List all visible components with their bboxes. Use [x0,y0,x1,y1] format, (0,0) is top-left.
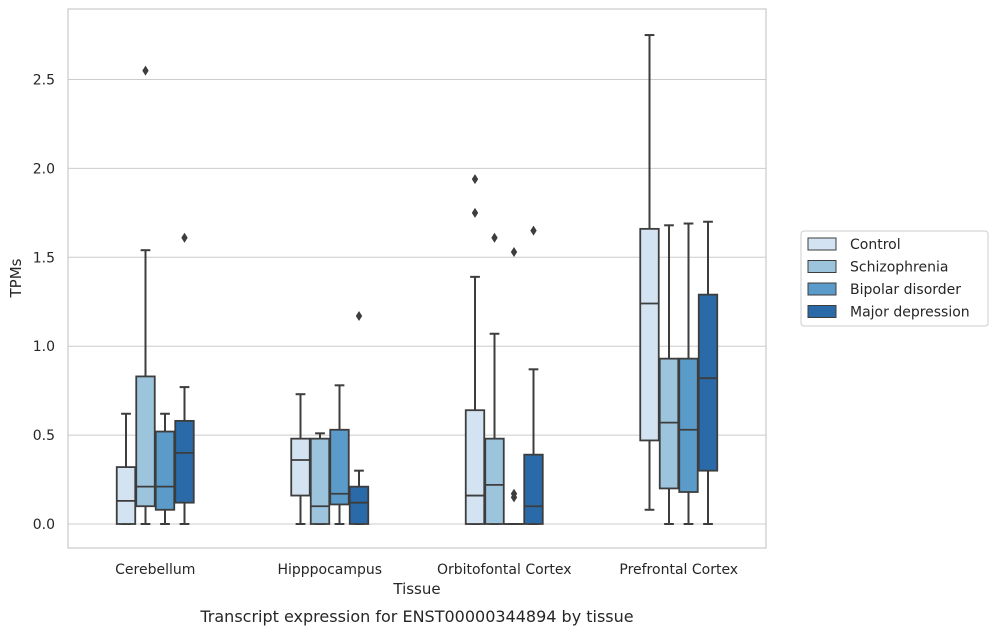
legend-frame [800,230,989,327]
box-body [329,428,350,506]
box [174,232,195,525]
y-tick-label: 1.0 [33,339,55,355]
box [639,34,660,511]
box-body [115,466,137,525]
legend-swatch [807,260,837,273]
box [697,220,719,525]
box-body [174,419,195,504]
y-tick-label: 2.5 [33,73,55,89]
box [115,412,137,525]
chart-caption: Transcript expression for ENST0000034489… [199,607,633,626]
outlier-point [181,232,188,243]
outlier-point [491,232,498,243]
boxes [115,34,719,525]
y-tick-label: 0.5 [33,428,55,444]
box-body [309,437,331,525]
legend-swatch [807,282,837,296]
box-body [464,409,486,525]
box-body [154,430,176,511]
x-tick-label: Hipppocampus [277,562,382,578]
box [464,174,486,525]
box [329,384,350,525]
legend-label: Schizophrenia [850,260,948,276]
box [658,224,680,525]
box-body [348,485,370,525]
outlier-point [355,310,363,321]
box [523,225,544,525]
legend-label: Bipolar disorder [850,282,961,298]
legend-label: Control [850,237,901,253]
box-body [290,437,311,497]
box [290,393,311,525]
x-tick-label: Cerebellum [115,562,195,578]
x-axis-label: Tissue [392,580,440,598]
box [678,222,699,525]
y-tick-label: 2.0 [33,161,55,177]
legend: Control Schizophrenia Bipolar disorder Majo… [800,230,989,327]
box [135,65,156,525]
box [154,412,176,525]
y-axis-label: TPMs [7,258,25,298]
outlier-point [530,225,537,236]
y-tick-label: 0.0 [33,517,55,533]
box [503,246,525,525]
outlier-point [510,492,518,503]
x-tick-labels: Cerebellum Hipppocampus Orbitofontal Corte… [115,562,738,578]
box [309,432,331,525]
legend-items: Control Schizophrenia Bipolar disorder Majo… [807,237,970,321]
x-tick-label: Prefrontal Cortex [619,562,738,578]
outlier-point [510,246,518,257]
box-body [639,227,660,442]
box [484,232,505,525]
x-tick-label: Orbitofontal Cortex [437,562,572,578]
outlier-point [142,65,149,76]
box [348,310,370,525]
box-body [135,375,156,508]
legend-swatch [807,237,837,251]
box-body [678,357,699,493]
outlier-point [471,207,479,218]
box-body [523,453,544,525]
plot-frame [67,8,767,549]
legend-label: Major depression [850,305,970,321]
box-body [484,437,505,525]
legend-swatch [807,305,837,318]
box-body [697,293,719,472]
y-tick-label: 1.5 [33,250,55,266]
outlier-point [471,174,479,185]
y-tick-labels: 0.0 0.5 1.0 1.5 2.0 2.5 [33,73,55,534]
